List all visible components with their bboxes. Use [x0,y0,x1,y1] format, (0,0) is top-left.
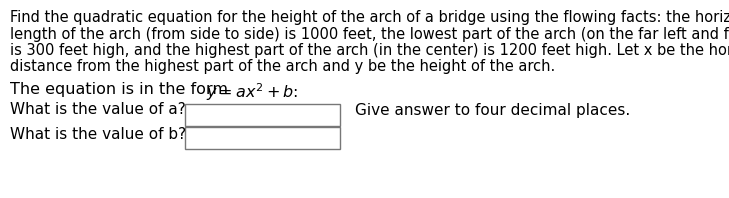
Text: is 300 feet high, and the highest part of the arch (in the center) is 1200 feet : is 300 feet high, and the highest part o… [10,43,729,58]
Text: What is the value of a?: What is the value of a? [10,103,186,117]
FancyBboxPatch shape [185,127,340,149]
Text: Find the quadratic equation for the height of the arch of a bridge using the flo: Find the quadratic equation for the heig… [10,10,729,25]
FancyBboxPatch shape [185,104,340,126]
Text: distance from the highest part of the arch and y be the height of the arch.: distance from the highest part of the ar… [10,60,555,74]
Text: Give answer to four decimal places.: Give answer to four decimal places. [355,103,631,117]
Text: What is the value of b?: What is the value of b? [10,127,186,142]
Text: The equation is in the form: The equation is in the form [10,82,233,97]
Text: length of the arch (from side to side) is 1000 feet, the lowest part of the arch: length of the arch (from side to side) i… [10,27,729,42]
Text: $y = ax^2 + b$:: $y = ax^2 + b$: [206,81,298,103]
